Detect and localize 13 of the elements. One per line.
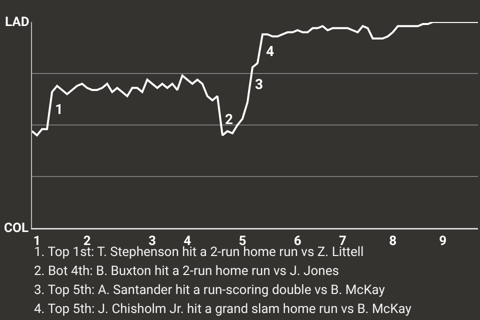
- annotation: 2: [225, 112, 234, 128]
- text: 4. Top 5th: J. Chisholm Jr. hit a grand slam home run vs B. McKay: [34, 302, 412, 317]
- text: LAD: [5, 15, 30, 30]
- x-tick-label: 3: [148, 234, 156, 250]
- annotation: 3: [255, 77, 264, 93]
- annotation: 4: [266, 44, 274, 60]
- x-tick-label: 9: [439, 234, 447, 250]
- annotation: 1: [55, 102, 64, 118]
- x-tick-label: 8: [389, 234, 397, 250]
- text: 2. Bot 4th: B. Buxton hit a 2-run home run vs J. Jones: [34, 264, 340, 279]
- text: COL: [4, 221, 29, 236]
- x-tick-label: 6: [294, 234, 302, 250]
- text: 3. Top 5th: A. Santander hit a run-scoring double vs B. McKay: [34, 283, 385, 298]
